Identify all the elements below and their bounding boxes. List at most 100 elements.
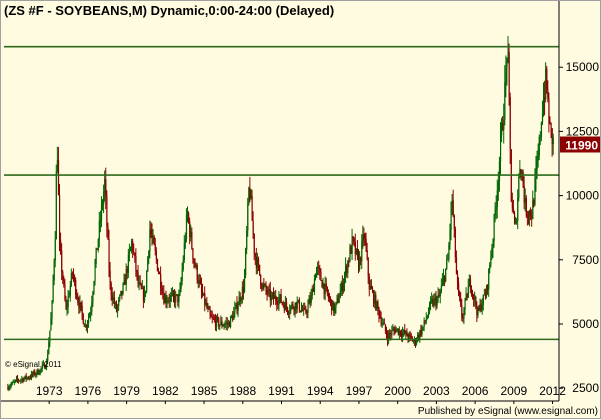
candle-body — [265, 284, 267, 291]
candle-body — [253, 234, 255, 254]
candle-body — [100, 204, 103, 221]
candle-body — [364, 238, 366, 240]
candle-body — [322, 283, 324, 288]
candle-body — [302, 309, 304, 311]
candle-body — [431, 299, 433, 301]
x-tick-label: 2003 — [423, 384, 450, 398]
candle-body — [344, 275, 346, 284]
candle-body — [224, 323, 226, 326]
candle-body — [484, 294, 487, 296]
candle-body — [174, 295, 176, 303]
candle-body — [120, 290, 122, 296]
candle-body — [307, 304, 309, 313]
candle-series — [7, 36, 554, 392]
candle-body — [535, 169, 537, 179]
candle-body — [232, 316, 234, 320]
candle-body — [99, 220, 102, 222]
candle-body — [56, 160, 59, 172]
candle-body — [449, 230, 451, 245]
candle-body — [424, 320, 426, 322]
candle-body — [313, 278, 316, 292]
candle-body — [118, 299, 120, 306]
candle-body — [32, 373, 34, 375]
x-tick-label: 1988 — [229, 384, 256, 398]
candle-body — [438, 295, 440, 297]
candle-body — [348, 261, 350, 263]
candle-body — [31, 373, 33, 378]
candle-body — [497, 181, 500, 191]
candle-body — [90, 312, 92, 315]
candle-body — [88, 317, 90, 323]
candle-body — [483, 294, 486, 296]
candle-body — [221, 321, 223, 326]
candle-body — [17, 378, 19, 380]
candle-body — [447, 259, 449, 261]
candle-body — [491, 247, 493, 259]
candle-body — [345, 266, 347, 276]
candle-body — [191, 231, 193, 249]
candle-body — [546, 68, 548, 90]
candle-body — [543, 97, 545, 114]
candle-body — [301, 309, 303, 312]
candle-body — [233, 312, 235, 320]
candle-body — [459, 291, 461, 298]
candle-body — [211, 317, 213, 319]
candle-body — [346, 266, 348, 274]
candle-body — [75, 279, 77, 295]
candle-body — [11, 382, 13, 385]
candle-body — [520, 169, 522, 173]
candle-body — [492, 241, 494, 248]
candle-body — [202, 291, 204, 296]
candle-body — [387, 335, 389, 342]
candle-body — [464, 299, 466, 310]
candle-body — [318, 266, 320, 269]
candle-body — [131, 241, 133, 248]
candle-body — [126, 268, 128, 273]
candle-body — [67, 296, 69, 307]
x-tick-label: 1994 — [307, 384, 334, 398]
candle-body — [95, 248, 97, 265]
candle-body — [113, 297, 116, 305]
candle-body — [279, 294, 281, 298]
candle-body — [439, 291, 441, 297]
last-price-label: 11990 — [565, 139, 598, 153]
candle-body — [465, 294, 467, 300]
candle-body — [86, 322, 89, 328]
candle-body — [320, 271, 322, 281]
publisher-footer: Published by eSignal (www.esignal.com) — [417, 406, 598, 417]
candle-body — [121, 290, 123, 294]
candle-body — [494, 209, 496, 216]
candle-body — [472, 293, 474, 295]
candle-body — [526, 215, 529, 217]
x-tick-label: 2000 — [384, 384, 411, 398]
candle-body — [353, 238, 355, 242]
candle-body — [226, 322, 228, 325]
candle-body — [550, 123, 552, 129]
candle-body — [209, 309, 211, 316]
candle-body — [192, 248, 194, 260]
candle-body — [167, 300, 169, 302]
candle-body — [504, 82, 506, 120]
candle-body — [263, 284, 265, 286]
candle-body — [171, 292, 174, 295]
candle-body — [39, 369, 41, 374]
candle-body — [241, 286, 244, 299]
candle-body — [517, 197, 519, 221]
candle-body — [413, 339, 416, 342]
candle-body — [74, 277, 76, 280]
candle-body — [426, 316, 429, 319]
candle-body — [429, 303, 431, 313]
candle-body — [25, 375, 27, 379]
candle-body — [179, 288, 181, 295]
candle-body — [352, 236, 354, 239]
candle-body — [19, 380, 21, 382]
candle-body — [363, 234, 365, 239]
candle-body — [13, 381, 16, 383]
candle-body — [376, 301, 378, 310]
candle-body — [506, 59, 508, 67]
candle-body — [136, 270, 138, 273]
candle-body — [262, 284, 264, 289]
candle-body — [287, 307, 289, 313]
candle-body — [311, 288, 313, 296]
candle-body — [129, 247, 132, 251]
